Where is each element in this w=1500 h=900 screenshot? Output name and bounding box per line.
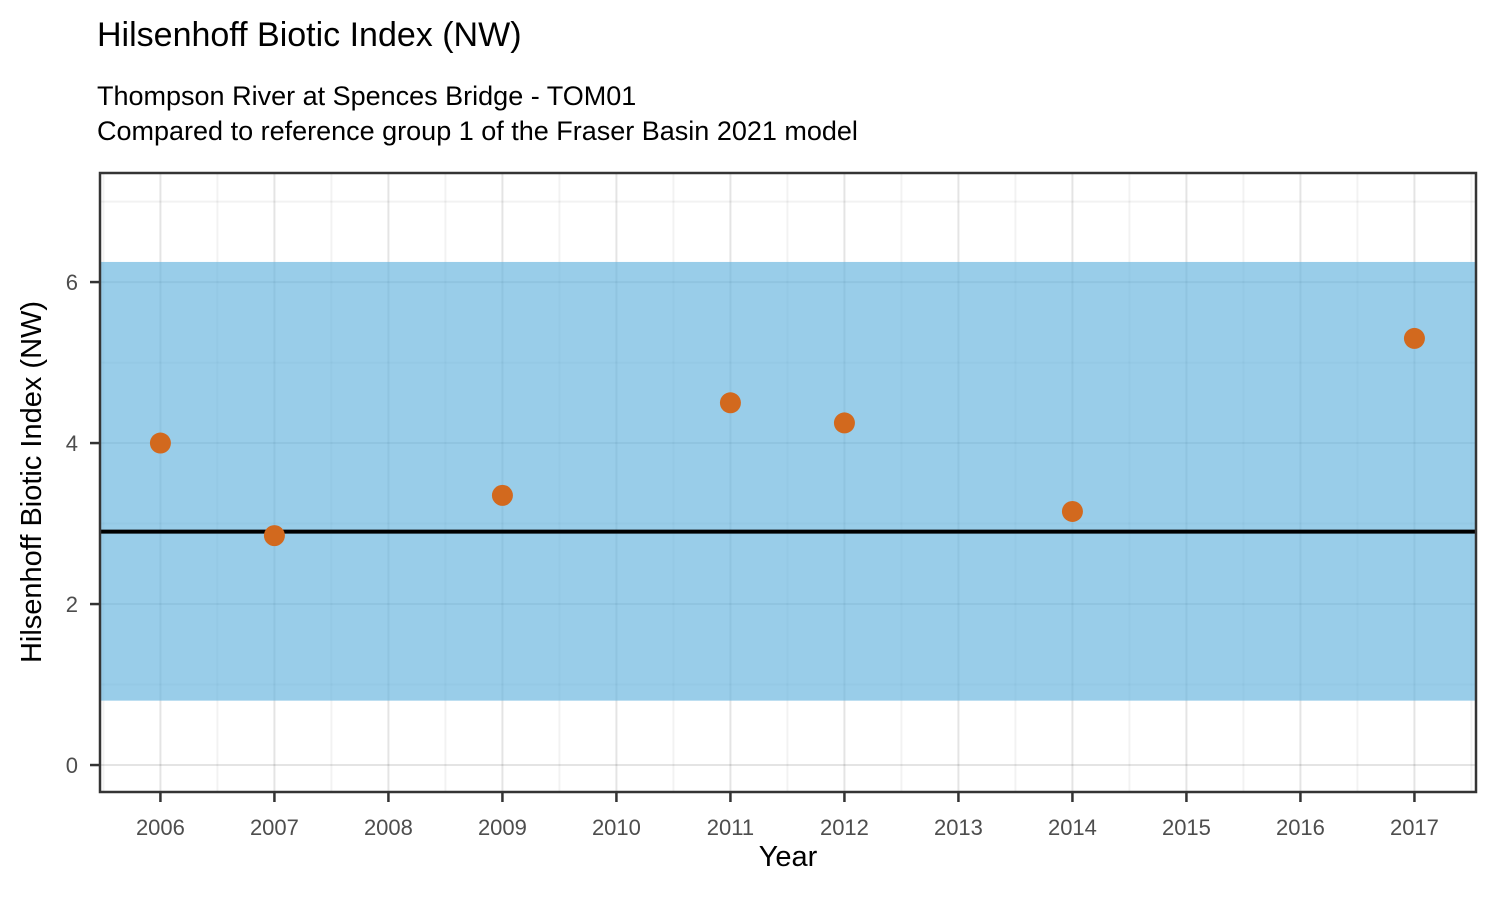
chart-subtitle-line1: Thompson River at Spences Bridge - TOM01 (97, 81, 637, 111)
x-tick-label: 2008 (364, 815, 413, 840)
x-tick-label: 2013 (934, 815, 983, 840)
data-point (149, 432, 171, 454)
x-tick-label: 2012 (820, 815, 869, 840)
y-tick-label: 4 (66, 431, 78, 456)
x-tick-label: 2006 (136, 815, 185, 840)
panel-border (98, 171, 1478, 794)
y-axis-title: Hilsenhoff Biotic Index (NW) (16, 300, 48, 664)
data-point (263, 525, 285, 547)
x-tick-label: 2007 (250, 815, 299, 840)
reference-band (100, 261, 1476, 701)
chart-title: Hilsenhoff Biotic Index (NW) (97, 16, 522, 54)
data-point (719, 392, 741, 414)
data-point (491, 484, 513, 506)
x-tick-label: 2010 (592, 815, 641, 840)
x-tick-label: 2014 (1048, 815, 1097, 840)
x-tick-label: 2017 (1390, 815, 1439, 840)
x-tick-label: 2015 (1162, 815, 1211, 840)
y-tick-label: 6 (66, 270, 78, 295)
x-tick-label: 2016 (1276, 815, 1325, 840)
x-tick-label: 2009 (478, 815, 527, 840)
data-point (1061, 500, 1083, 522)
x-axis-title: Year (758, 841, 818, 873)
y-tick-label: 2 (66, 592, 78, 617)
data-point (1403, 327, 1425, 349)
data-point (833, 412, 855, 434)
chart-subtitle-line2: Compared to reference group 1 of the Fra… (97, 116, 858, 146)
x-tick-label: 2011 (707, 815, 754, 840)
y-tick-label: 0 (66, 753, 78, 778)
